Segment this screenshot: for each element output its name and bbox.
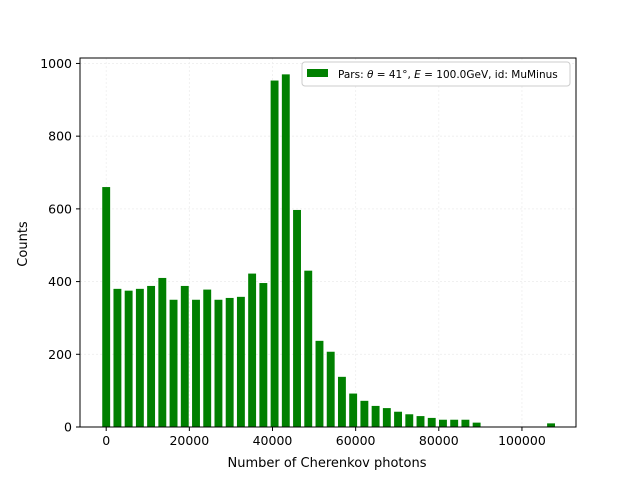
legend-energy-symbol: E bbox=[414, 69, 421, 81]
histogram-bar bbox=[236, 296, 245, 427]
legend: Pars: θ = 41°, E = 100.0GeV, id: MuMinus bbox=[301, 61, 571, 87]
legend-label: Pars: θ = 41°, E = 100.0GeV, id: MuMinus bbox=[338, 69, 558, 81]
legend-theta-symbol: θ bbox=[367, 69, 374, 81]
y-tick-label: 1000 bbox=[40, 56, 72, 71]
x-tick-label: 40000 bbox=[253, 433, 293, 448]
axis-ticks: 0 20000 40000 60000 80000 100000 0 200 400 600 800… bbox=[40, 56, 546, 448]
histogram-bar bbox=[225, 297, 234, 427]
legend-label-prefix: Pars: bbox=[338, 69, 367, 81]
histogram-bar bbox=[281, 74, 290, 427]
histogram-bar bbox=[394, 411, 403, 427]
histogram-bar bbox=[315, 340, 324, 427]
x-tick-label: 80000 bbox=[419, 433, 459, 448]
histogram-bar bbox=[293, 209, 301, 427]
histogram-bar bbox=[427, 417, 436, 427]
histogram-bar bbox=[203, 289, 212, 427]
y-tick-label: 200 bbox=[48, 347, 72, 362]
histogram-bar bbox=[405, 414, 414, 427]
axes-frame bbox=[79, 57, 577, 428]
legend-swatch bbox=[307, 69, 328, 77]
y-axis-label: Counts bbox=[16, 221, 31, 267]
bar-series bbox=[102, 74, 556, 427]
y-tick-label: 600 bbox=[48, 201, 72, 216]
x-axis-label: Number of Cherenkov photons bbox=[228, 456, 427, 471]
histogram-bar bbox=[192, 299, 200, 427]
histogram-bar bbox=[113, 288, 122, 427]
histogram-bar bbox=[158, 277, 167, 427]
x-tick-label: 60000 bbox=[336, 433, 376, 448]
histogram-bar bbox=[169, 299, 178, 427]
histogram-bar bbox=[147, 285, 156, 427]
histogram-bar bbox=[382, 408, 391, 427]
histogram-bar bbox=[259, 283, 268, 427]
legend-energy-value: = 100.0GeV, id: MuMinus bbox=[421, 69, 558, 81]
histogram-bar bbox=[135, 288, 144, 427]
histogram-bar bbox=[270, 80, 279, 427]
y-tick-label: 0 bbox=[64, 420, 72, 435]
legend-theta-value: = 41°, bbox=[373, 69, 414, 81]
histogram-bar bbox=[337, 376, 346, 427]
histogram-bar bbox=[248, 273, 257, 427]
histogram-bar bbox=[472, 422, 481, 427]
histogram-bar bbox=[180, 285, 189, 427]
x-tick-label: 0 bbox=[102, 433, 110, 448]
histogram-bar bbox=[326, 351, 335, 427]
histogram-bar bbox=[439, 419, 447, 427]
histogram-bar bbox=[547, 423, 556, 427]
histogram-bar bbox=[371, 405, 380, 427]
histogram-bar bbox=[304, 270, 313, 427]
histogram-bar bbox=[360, 400, 369, 427]
histogram-bar bbox=[461, 419, 470, 427]
histogram-bar bbox=[214, 299, 223, 427]
histogram-bar bbox=[102, 187, 111, 427]
legend-box bbox=[301, 61, 571, 87]
y-tick-label: 400 bbox=[48, 274, 72, 289]
histogram-bar bbox=[349, 393, 358, 427]
histogram-bar bbox=[450, 419, 459, 427]
x-tick-label: 20000 bbox=[169, 433, 209, 448]
x-tick-label: 100000 bbox=[498, 433, 546, 448]
y-tick-label: 800 bbox=[48, 129, 72, 144]
histogram-bar bbox=[124, 290, 133, 427]
histogram-bar bbox=[416, 416, 425, 427]
